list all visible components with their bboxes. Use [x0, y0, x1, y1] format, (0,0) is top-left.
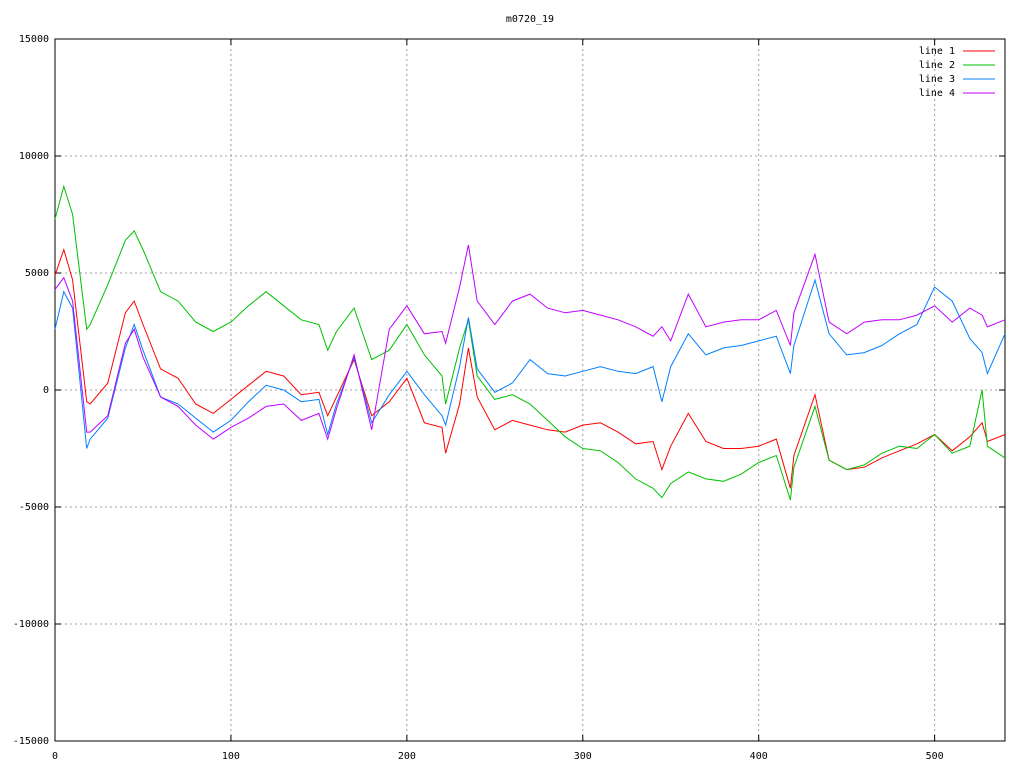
plot-border	[54, 38, 1006, 742]
data-line	[54, 278, 1006, 449]
y-tick-label: 15000	[19, 34, 49, 45]
legend-label: line 2	[919, 60, 955, 71]
x-tick-label: 0	[52, 751, 58, 762]
x-tick-label: 300	[574, 751, 592, 762]
x-tick-label: 500	[926, 751, 944, 762]
legend-label: line 3	[919, 74, 955, 85]
x-tick-label: 100	[222, 751, 240, 762]
chart-title: m0720_19	[506, 14, 554, 25]
y-tick-label: 5000	[25, 268, 49, 279]
data-line	[54, 184, 1006, 501]
x-tick-label: 200	[398, 751, 416, 762]
y-tick-label: -15000	[13, 736, 49, 747]
data-line	[54, 247, 1006, 489]
legend-label: line 4	[919, 88, 955, 99]
y-tick-label: -10000	[13, 619, 49, 630]
legend-label: line 1	[919, 46, 955, 57]
y-tick-label: 0	[43, 385, 49, 396]
y-tick-label: 10000	[19, 151, 49, 162]
x-tick-label: 400	[750, 751, 768, 762]
y-tick-label: -5000	[19, 502, 49, 513]
data-line	[54, 244, 1006, 441]
